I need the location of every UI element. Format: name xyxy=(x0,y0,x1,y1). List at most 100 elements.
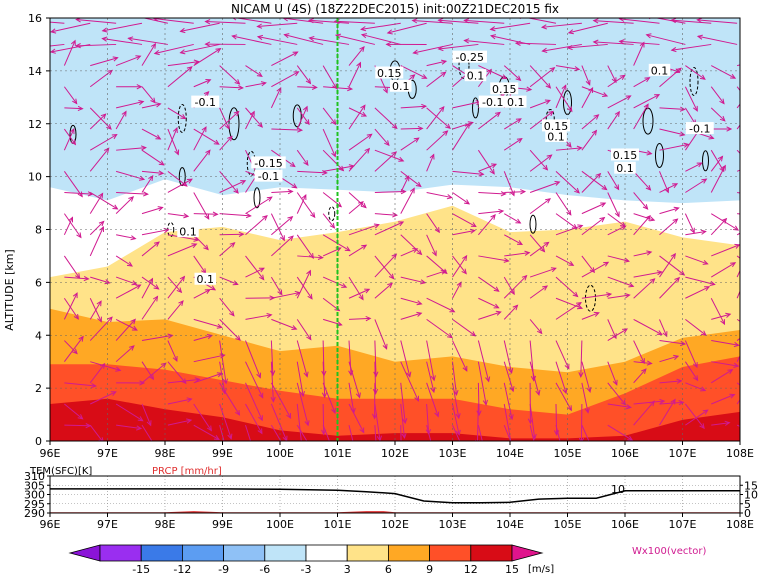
wind-vector-head xyxy=(129,13,134,17)
wind-vector-head xyxy=(591,449,595,454)
contour-label: 0.1 xyxy=(651,64,669,77)
surface-x-tick-label: 107E xyxy=(669,518,697,531)
wind-vector xyxy=(737,59,763,66)
wind-vector-head xyxy=(759,58,764,62)
wind-vector-head xyxy=(399,464,403,469)
wind-vector-head xyxy=(755,223,760,227)
surface-x-tick-label: 104E xyxy=(496,518,524,531)
main-panel: -0.1-0.15-0.10.10.10.150.1-0.250.1-0.10.… xyxy=(3,12,764,468)
colorbar-box xyxy=(182,545,223,561)
wind-vector xyxy=(220,234,244,235)
colorbar-box xyxy=(100,545,141,561)
y-tick-label: 16 xyxy=(28,12,42,25)
colorbar-tick-label: 3 xyxy=(344,563,351,575)
x-tick-label: 103E xyxy=(439,447,467,460)
contour-label: -0.25 xyxy=(456,51,484,64)
y-tick-label: 4 xyxy=(35,329,42,342)
y-tick-label: 10 xyxy=(28,171,42,184)
wind-vector-head xyxy=(753,214,758,218)
x-tick-label: 108E xyxy=(726,447,754,460)
wind-vector-head xyxy=(746,99,751,104)
wind-vector-head xyxy=(747,335,751,340)
wind-vector-head xyxy=(754,395,759,399)
x-tick-label: 101E xyxy=(324,447,352,460)
colorbar-tick-label: -6 xyxy=(259,563,270,575)
y-tick-label: 8 xyxy=(35,224,42,237)
surface-x-tick-label: 103E xyxy=(439,518,467,531)
wind-vector-head xyxy=(375,461,379,466)
colorbar-tick-label: -3 xyxy=(301,563,312,575)
wind-band xyxy=(50,18,740,203)
contour-label: 0.1 xyxy=(392,80,410,93)
wind-vector xyxy=(556,404,557,435)
wind-vector-head xyxy=(354,453,358,458)
y-tick-label: 2 xyxy=(35,382,42,395)
contour-label: -0.1 xyxy=(482,96,503,109)
wind-vector-head xyxy=(753,329,758,333)
wind-vector-head xyxy=(741,261,745,266)
y-tick-label: 6 xyxy=(35,276,42,289)
x-tick-label: 97E xyxy=(97,447,118,460)
wind-vector-head xyxy=(748,264,753,269)
wind-vector-head xyxy=(310,448,314,453)
x-tick-label: 104E xyxy=(496,447,524,460)
precip-peak-annotation: 10 xyxy=(611,483,625,496)
surface-x-tick-label: 99E xyxy=(212,518,233,531)
colorbar-box xyxy=(141,545,182,561)
x-tick-label: 100E xyxy=(266,447,294,460)
contour-label: 0.1 xyxy=(197,273,215,286)
wind-vector-head xyxy=(748,381,752,386)
x-tick-label: 102E xyxy=(381,447,409,460)
colorbar-tick-label: -15 xyxy=(132,563,150,575)
contour-label: 0.15 xyxy=(613,149,638,162)
wind-vector xyxy=(478,383,479,415)
surface-x-tick-label: 108E xyxy=(726,518,754,531)
surface-x-tick-label: 96E xyxy=(40,518,61,531)
colorbar-tick-label: -9 xyxy=(218,563,229,575)
colorbar-tick-label: 6 xyxy=(385,563,392,575)
wind-vector-head xyxy=(750,165,755,170)
wind-vector-head xyxy=(751,163,756,167)
wind-vector-head xyxy=(748,329,753,333)
colorbar-tick-label: 12 xyxy=(464,563,478,575)
wind-vector-head xyxy=(509,442,513,447)
wind-vector-head xyxy=(753,431,758,435)
x-tick-label: 107E xyxy=(669,447,697,460)
y-axis-label: ALTITUDE [km] xyxy=(3,249,16,330)
colorbar-box xyxy=(430,545,471,561)
surface-panel: TEM(SFC)[K] PRCP [mm/hr] 310305300295290… xyxy=(24,466,758,531)
wind-vector-head xyxy=(25,46,30,50)
colorbar-min-arrow xyxy=(70,545,100,561)
wind-vector xyxy=(323,404,324,434)
colorbar-tick-label: 15 xyxy=(505,563,519,575)
x-tick-label: 98E xyxy=(155,447,176,460)
colorbar-boxes xyxy=(70,545,542,561)
contour-label: -0.1 xyxy=(258,170,279,183)
x-tick-label: 106E xyxy=(611,447,639,460)
colorbar-max-arrow xyxy=(512,545,542,561)
contour-label: 0.1 xyxy=(467,70,485,83)
precip-legend: PRCP [mm/hr] xyxy=(152,466,222,477)
wind-vector-head xyxy=(741,280,745,285)
contour-label: 0.1 xyxy=(616,162,634,175)
contour-label: 0.1 xyxy=(179,226,197,239)
contour-label: -0.1 xyxy=(195,96,216,109)
contour-label: -0.15 xyxy=(254,157,282,170)
contour-label: 0.15 xyxy=(377,67,402,80)
colorbar-box xyxy=(388,545,429,561)
wind-vector-head xyxy=(745,112,750,117)
wind-vector xyxy=(64,425,90,426)
colorbar-tick-label: -12 xyxy=(173,563,191,575)
surface-x-tick-label: 101E xyxy=(324,518,352,531)
wind-vector-head xyxy=(536,456,540,461)
surface-x-tick-label: 105E xyxy=(554,518,582,531)
wind-vector-head xyxy=(253,455,257,460)
